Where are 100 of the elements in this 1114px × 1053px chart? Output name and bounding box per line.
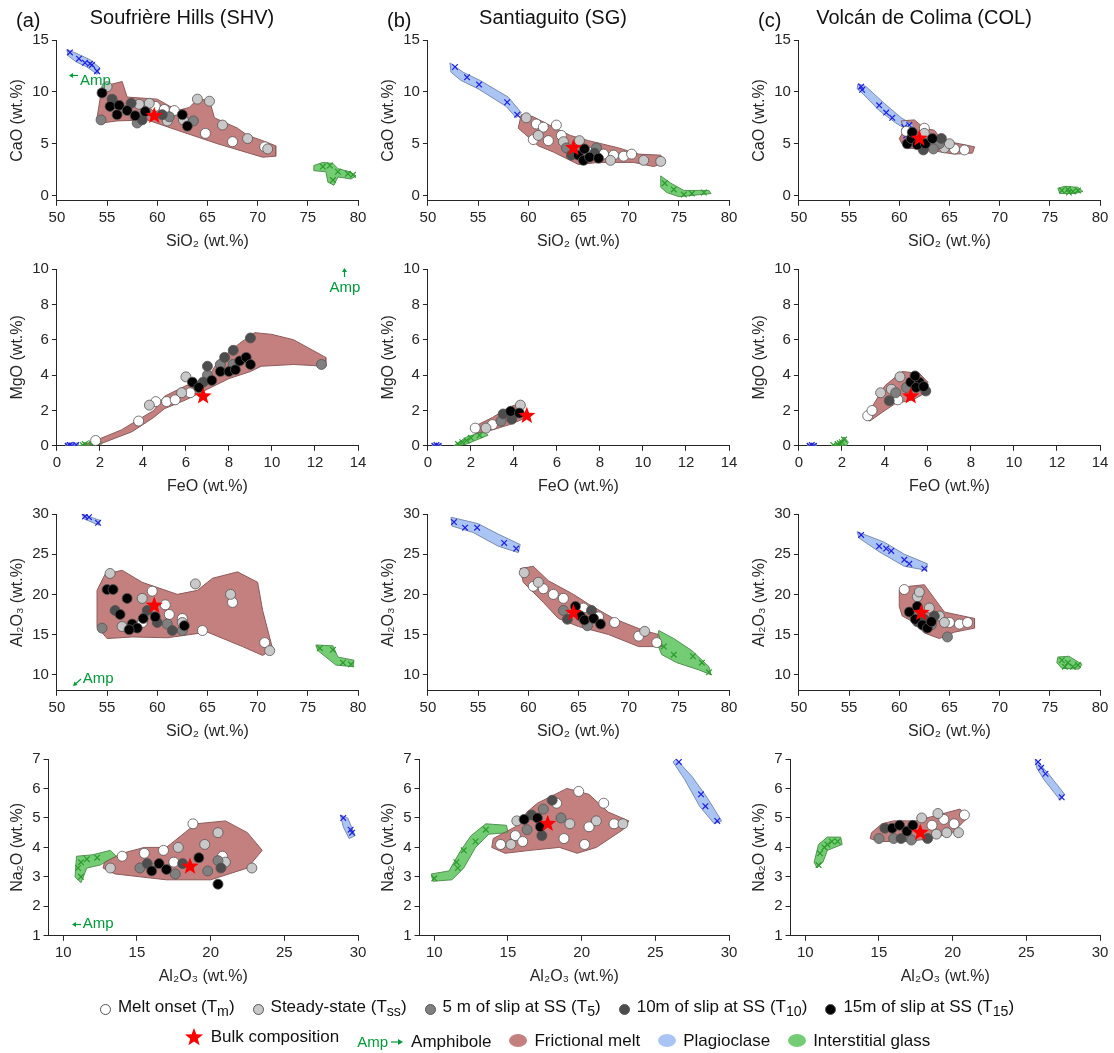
y-tick-label: 3 xyxy=(32,867,41,885)
x-tick-label: 2 xyxy=(466,452,476,470)
text: Amp xyxy=(357,1033,389,1051)
x-tick-label: 65 xyxy=(941,207,958,225)
y-tick-label: 20 xyxy=(32,584,49,602)
x-tick-label: 14 xyxy=(349,452,367,470)
x-tick-label: 60 xyxy=(890,207,908,225)
x-tick-label: 4 xyxy=(509,452,519,470)
legend-label: 10m of slip at SS (T$_{10}$) xyxy=(636,996,808,1022)
x-tick-label: 75 xyxy=(299,697,317,715)
x-axis-title: Al₂O₃ (wt.%) xyxy=(900,966,990,984)
y-tick-label: 4 xyxy=(32,837,41,855)
x-tick-label: 65 xyxy=(199,207,216,225)
y-tick-label: 5 xyxy=(774,808,783,826)
y-tick-label: 0 xyxy=(40,435,49,453)
x-tick-label: 10 xyxy=(634,452,652,470)
y-tick-label: 6 xyxy=(32,778,41,796)
legend-label: Bulk composition xyxy=(210,1026,340,1049)
x-axis-title: SiO₂ (wt.%) xyxy=(166,721,249,739)
x-tick-label: 12 xyxy=(1048,452,1066,470)
y-tick-label: 6 xyxy=(774,778,783,796)
y-tick-label: 5 xyxy=(32,808,41,826)
y-axis-title: Na₂O (wt.%) xyxy=(750,802,768,892)
y-tick-label: 5 xyxy=(403,808,412,826)
y-tick-label: 10 xyxy=(774,82,791,100)
x-tick-label: 10 xyxy=(796,942,814,960)
y-axis-title: CaO (wt.%) xyxy=(8,79,26,162)
y-tick-label: 2 xyxy=(403,896,412,914)
y-tick-label: 4 xyxy=(40,365,49,383)
y-tick-label: 15 xyxy=(403,30,420,48)
text: (a) xyxy=(16,8,41,31)
x-tick-label: 75 xyxy=(670,207,688,225)
x-tick-label: 60 xyxy=(148,207,166,225)
x-tick-label: 25 xyxy=(646,942,664,960)
x-axis-title: SiO₂ (wt.%) xyxy=(166,231,249,249)
y-axis-title: Na₂O (wt.%) xyxy=(379,802,397,892)
annotation: Amp xyxy=(82,914,114,932)
x-tick-label: 70 xyxy=(991,207,1008,225)
y-tick-label: 6 xyxy=(782,329,791,347)
annotation: Amp xyxy=(79,71,111,89)
y-tick-label: 4 xyxy=(403,837,412,855)
y-tick-label: 25 xyxy=(403,544,420,562)
y-axis-title: Al₂O₃ (wt.%) xyxy=(8,557,26,647)
x-tick-label: 10 xyxy=(54,942,72,960)
y-axis-title: Al₂O₃ (wt.%) xyxy=(750,557,768,647)
x-tick-label: 55 xyxy=(840,697,858,715)
y-tick-label: 10 xyxy=(403,82,420,100)
y-tick-label: 10 xyxy=(403,259,420,277)
x-tick-label: 12 xyxy=(677,452,695,470)
x-tick-label: 75 xyxy=(299,207,317,225)
x-tick-label: 6 xyxy=(923,452,933,470)
y-tick-label: 1 xyxy=(32,925,41,943)
y-tick-label: 2 xyxy=(40,400,49,418)
x-tick-label: 60 xyxy=(148,697,166,715)
x-tick-label: 8 xyxy=(224,452,234,470)
x-tick-label: 10 xyxy=(263,452,281,470)
y-tick-label: 4 xyxy=(782,365,791,383)
y-tick-label: 10 xyxy=(403,664,420,682)
y-axis-title: MgO (wt.%) xyxy=(379,315,397,400)
y-axis-title: MgO (wt.%) xyxy=(8,315,26,400)
x-tick-label: 80 xyxy=(1091,207,1109,225)
y-tick-label: 1 xyxy=(403,925,412,943)
y-tick-label: 6 xyxy=(40,329,49,347)
x-tick-label: 8 xyxy=(966,452,976,470)
x-tick-label: 6 xyxy=(552,452,562,470)
x-tick-label: 55 xyxy=(840,207,858,225)
y-tick-label: 0 xyxy=(40,185,49,203)
y-axis-title: Na₂O (wt.%) xyxy=(8,802,26,892)
x-tick-label: 75 xyxy=(1041,697,1059,715)
y-tick-label: 7 xyxy=(32,749,41,767)
y-tick-label: 20 xyxy=(774,584,791,602)
legend-label: 15m of slip at SS (T$_{15}$) xyxy=(843,996,1015,1022)
y-tick-label: 25 xyxy=(32,544,49,562)
y-tick-label: 10 xyxy=(774,664,791,682)
x-tick-label: 15 xyxy=(499,942,517,960)
x-tick-label: 20 xyxy=(202,942,219,960)
y-axis-title: Al₂O₃ (wt.%) xyxy=(379,557,397,647)
x-tick-label: 60 xyxy=(519,207,537,225)
chart-title: Santiaguito (SG) xyxy=(479,5,627,28)
x-tick-label: 80 xyxy=(349,207,367,225)
y-tick-label: 15 xyxy=(774,624,791,642)
x-tick-label: 20 xyxy=(944,942,961,960)
y-tick-label: 7 xyxy=(403,749,412,767)
y-tick-label: 5 xyxy=(411,133,420,151)
x-tick-label: 50 xyxy=(48,207,66,225)
x-tick-label: 15 xyxy=(870,942,888,960)
y-tick-label: 0 xyxy=(411,435,420,453)
y-tick-label: 2 xyxy=(411,400,420,418)
y-tick-label: 30 xyxy=(403,504,420,522)
x-tick-label: 14 xyxy=(720,452,738,470)
x-tick-label: 50 xyxy=(790,697,808,715)
x-tick-label: 30 xyxy=(720,942,738,960)
y-tick-label: 2 xyxy=(774,896,783,914)
x-tick-label: 15 xyxy=(128,942,146,960)
legend-label: Plagioclase xyxy=(683,1029,771,1052)
y-tick-label: 4 xyxy=(774,837,783,855)
y-tick-label: 0 xyxy=(782,185,791,203)
y-tick-label: 5 xyxy=(782,133,791,151)
y-tick-label: 5 xyxy=(40,133,49,151)
x-tick-label: 75 xyxy=(1041,207,1059,225)
